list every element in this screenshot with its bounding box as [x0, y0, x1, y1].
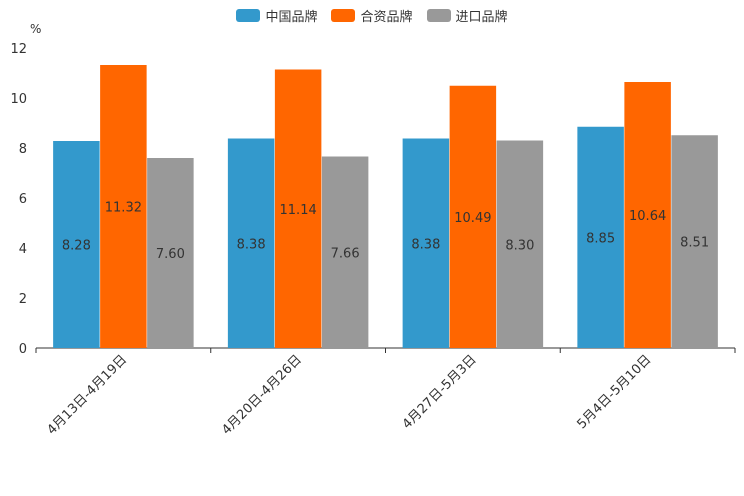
data-label: 8.38: [237, 237, 266, 252]
data-label: 8.38: [411, 237, 440, 252]
data-label: 11.14: [280, 203, 317, 218]
legend-item-imported[interactable]: 进口品牌: [426, 6, 508, 25]
y-tick-label: 0: [19, 342, 27, 357]
x-tick-label: 5月4日-5月10日: [575, 352, 655, 432]
legend-label-imported: 进口品牌: [455, 10, 508, 25]
data-label: 8.28: [62, 239, 91, 254]
data-label: 7.60: [156, 247, 185, 262]
bar: [449, 85, 497, 348]
y-tick-label: 4: [19, 242, 27, 257]
bar: [274, 69, 322, 348]
data-label: 8.51: [680, 236, 709, 251]
legend-swatch-domestic: [236, 9, 261, 22]
data-label: 11.32: [105, 201, 142, 216]
y-tick-label: 8: [19, 142, 27, 157]
x-tick-label: 4月13日-4月19日: [44, 352, 130, 438]
data-label: 8.85: [586, 231, 615, 246]
bar: [624, 82, 671, 348]
legend-label-domestic: 中国品牌: [265, 10, 318, 25]
bar: [671, 135, 718, 348]
bar: [321, 156, 369, 348]
bar: [100, 65, 147, 348]
x-tick-label: 4月20日-4月26日: [219, 352, 305, 438]
x-tick-label: 4月27日-5月3日: [400, 352, 480, 432]
y-tick-label: 2: [19, 292, 27, 307]
y-tick-label: 10: [10, 92, 27, 107]
bar: [53, 141, 100, 348]
legend-swatch-joint-venture: [331, 9, 356, 22]
legend-label-joint-venture: 合资品牌: [360, 10, 413, 25]
data-label: 8.30: [505, 238, 534, 253]
data-label: 10.49: [454, 211, 491, 226]
legend-item-joint-venture[interactable]: 合资品牌: [331, 6, 413, 25]
legend: 中国品牌 合资品牌 进口品牌: [0, 6, 744, 25]
data-label: 10.64: [629, 209, 666, 224]
data-label: 7.66: [331, 246, 360, 261]
bar: [496, 140, 544, 348]
bar: [577, 126, 624, 348]
y-tick-label: 6: [19, 192, 27, 207]
bar: [227, 138, 275, 348]
y-tick-label: 12: [10, 42, 27, 57]
legend-item-domestic[interactable]: 中国品牌: [236, 6, 317, 25]
legend-swatch-imported: [426, 9, 451, 22]
bar: [402, 138, 450, 348]
y-axis-unit-label: %: [30, 22, 42, 36]
bar: [147, 158, 194, 348]
